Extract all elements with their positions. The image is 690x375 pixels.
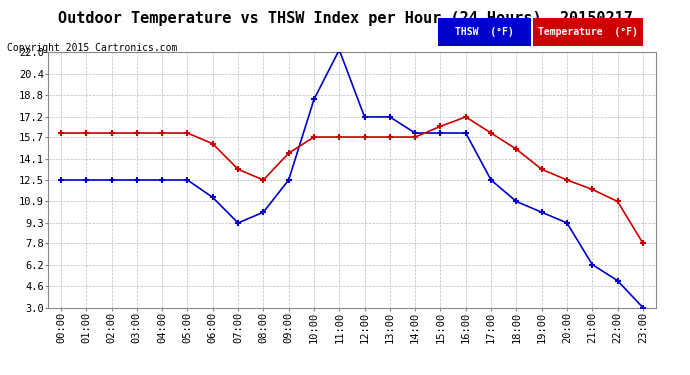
Text: Temperature  (°F): Temperature (°F) xyxy=(538,27,638,37)
Text: THSW  (°F): THSW (°F) xyxy=(455,27,514,37)
Text: Copyright 2015 Cartronics.com: Copyright 2015 Cartronics.com xyxy=(7,43,177,53)
Text: Outdoor Temperature vs THSW Index per Hour (24 Hours)  20150217: Outdoor Temperature vs THSW Index per Ho… xyxy=(57,11,633,26)
